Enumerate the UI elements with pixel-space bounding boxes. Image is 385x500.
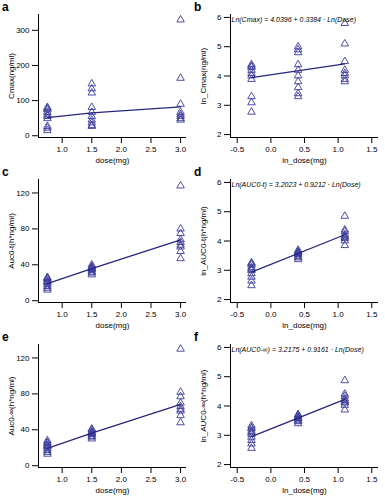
svg-text:0.5: 0.5 [299,310,311,319]
svg-text:ln_dose(mg): ln_dose(mg) [282,486,327,495]
svg-text:Cmax(ng/ml): Cmax(ng/ml) [7,53,16,99]
svg-text:2.0: 2.0 [116,145,128,154]
svg-text:0: 0 [25,296,30,305]
svg-text:dose(mg): dose(mg) [96,486,130,495]
svg-text:ln_dose(mg): ln_dose(mg) [282,156,327,165]
svg-text:5: 5 [217,372,222,381]
html-text:e: e [2,330,9,344]
html-text:b: b [194,0,202,14]
svg-text:1.0: 1.0 [57,145,69,154]
svg-text:3: 3 [217,266,222,275]
svg-text:dose(mg): dose(mg) [96,156,130,165]
svg-text:3.0: 3.0 [175,145,187,154]
svg-text:2.5: 2.5 [145,310,157,319]
svg-text:0: 0 [25,461,30,470]
svg-text:2: 2 [217,130,222,139]
svg-text:2.0: 2.0 [116,310,128,319]
svg-text:6: 6 [217,13,222,22]
svg-text:5: 5 [217,42,222,51]
svg-text:1.0: 1.0 [333,310,345,319]
svg-text:1.5: 1.5 [86,475,98,484]
svg-text:ln_dose(mg): ln_dose(mg) [282,321,327,330]
svg-text:40: 40 [21,260,30,269]
svg-text:Ln(AUC0-t) = 3.2023 + 0.9212 ·: Ln(AUC0-t) = 3.2023 + 0.9212 · Ln(Dose) [232,181,361,189]
html-text:f: f [194,330,198,344]
svg-text:dose(mg): dose(mg) [96,321,130,330]
svg-text:-0.5: -0.5 [230,475,244,484]
svg-text:Auc0-∞(h*ng/ml): Auc0-∞(h*ng/ml) [7,376,16,435]
svg-text:6: 6 [217,343,222,352]
html-text:d: d [194,165,202,179]
svg-text:Ln(Cmax) = 4.0396 + 0.3384 · L: Ln(Cmax) = 4.0396 + 0.3384 · Ln(Dose) [232,16,357,24]
svg-text:1.5: 1.5 [366,475,378,484]
svg-text:4: 4 [217,402,222,411]
svg-text:1.0: 1.0 [333,145,345,154]
html-text:c: c [2,165,9,179]
svg-text:3: 3 [217,101,222,110]
svg-text:120: 120 [16,354,30,363]
svg-text:1.0: 1.0 [333,475,345,484]
svg-text:ln_AUC0-∞(h*ng/ml): ln_AUC0-∞(h*ng/ml) [199,369,208,442]
svg-text:1.5: 1.5 [86,310,98,319]
svg-text:ln_AUC0-t(h*ng/ml): ln_AUC0-t(h*ng/ml) [199,206,208,276]
svg-text:40: 40 [21,425,30,434]
svg-text:2.5: 2.5 [145,145,157,154]
svg-text:1.0: 1.0 [57,310,69,319]
svg-text:2.5: 2.5 [145,475,157,484]
svg-text:0.0: 0.0 [265,145,277,154]
svg-text:Auc0-t(h*ng/ml): Auc0-t(h*ng/ml) [7,213,16,269]
svg-text:300: 300 [16,26,30,35]
svg-text:ln_Cmax(ng/ml): ln_Cmax(ng/ml) [199,47,208,104]
svg-text:6: 6 [217,178,222,187]
svg-text:-0.5: -0.5 [230,145,244,154]
svg-text:2: 2 [217,295,222,304]
svg-text:80: 80 [21,224,30,233]
svg-text:2: 2 [217,460,222,469]
svg-text:1.5: 1.5 [366,145,378,154]
svg-text:1.0: 1.0 [57,475,69,484]
svg-text:0.5: 0.5 [299,145,311,154]
svg-text:3.0: 3.0 [175,475,187,484]
svg-text:4: 4 [217,72,222,81]
svg-text:3.0: 3.0 [175,310,187,319]
svg-text:0: 0 [25,131,30,140]
html-text:a: a [2,0,9,14]
svg-text:Ln(AUC0-∞) = 3.2175 + 0.9161 ·: Ln(AUC0-∞) = 3.2175 + 0.9161 · Ln(Dose) [232,346,364,354]
svg-text:80: 80 [21,389,30,398]
svg-text:1.5: 1.5 [366,310,378,319]
svg-text:1.5: 1.5 [86,145,98,154]
svg-text:0.0: 0.0 [265,310,277,319]
svg-text:2.0: 2.0 [116,475,128,484]
svg-text:4: 4 [217,237,222,246]
svg-text:0.5: 0.5 [299,475,311,484]
svg-text:-0.5: -0.5 [230,310,244,319]
svg-text:100: 100 [16,96,30,105]
svg-text:120: 120 [16,189,30,198]
svg-text:0.0: 0.0 [265,475,277,484]
svg-text:3: 3 [217,431,222,440]
svg-text:5: 5 [217,207,222,216]
svg-text:200: 200 [16,61,30,70]
